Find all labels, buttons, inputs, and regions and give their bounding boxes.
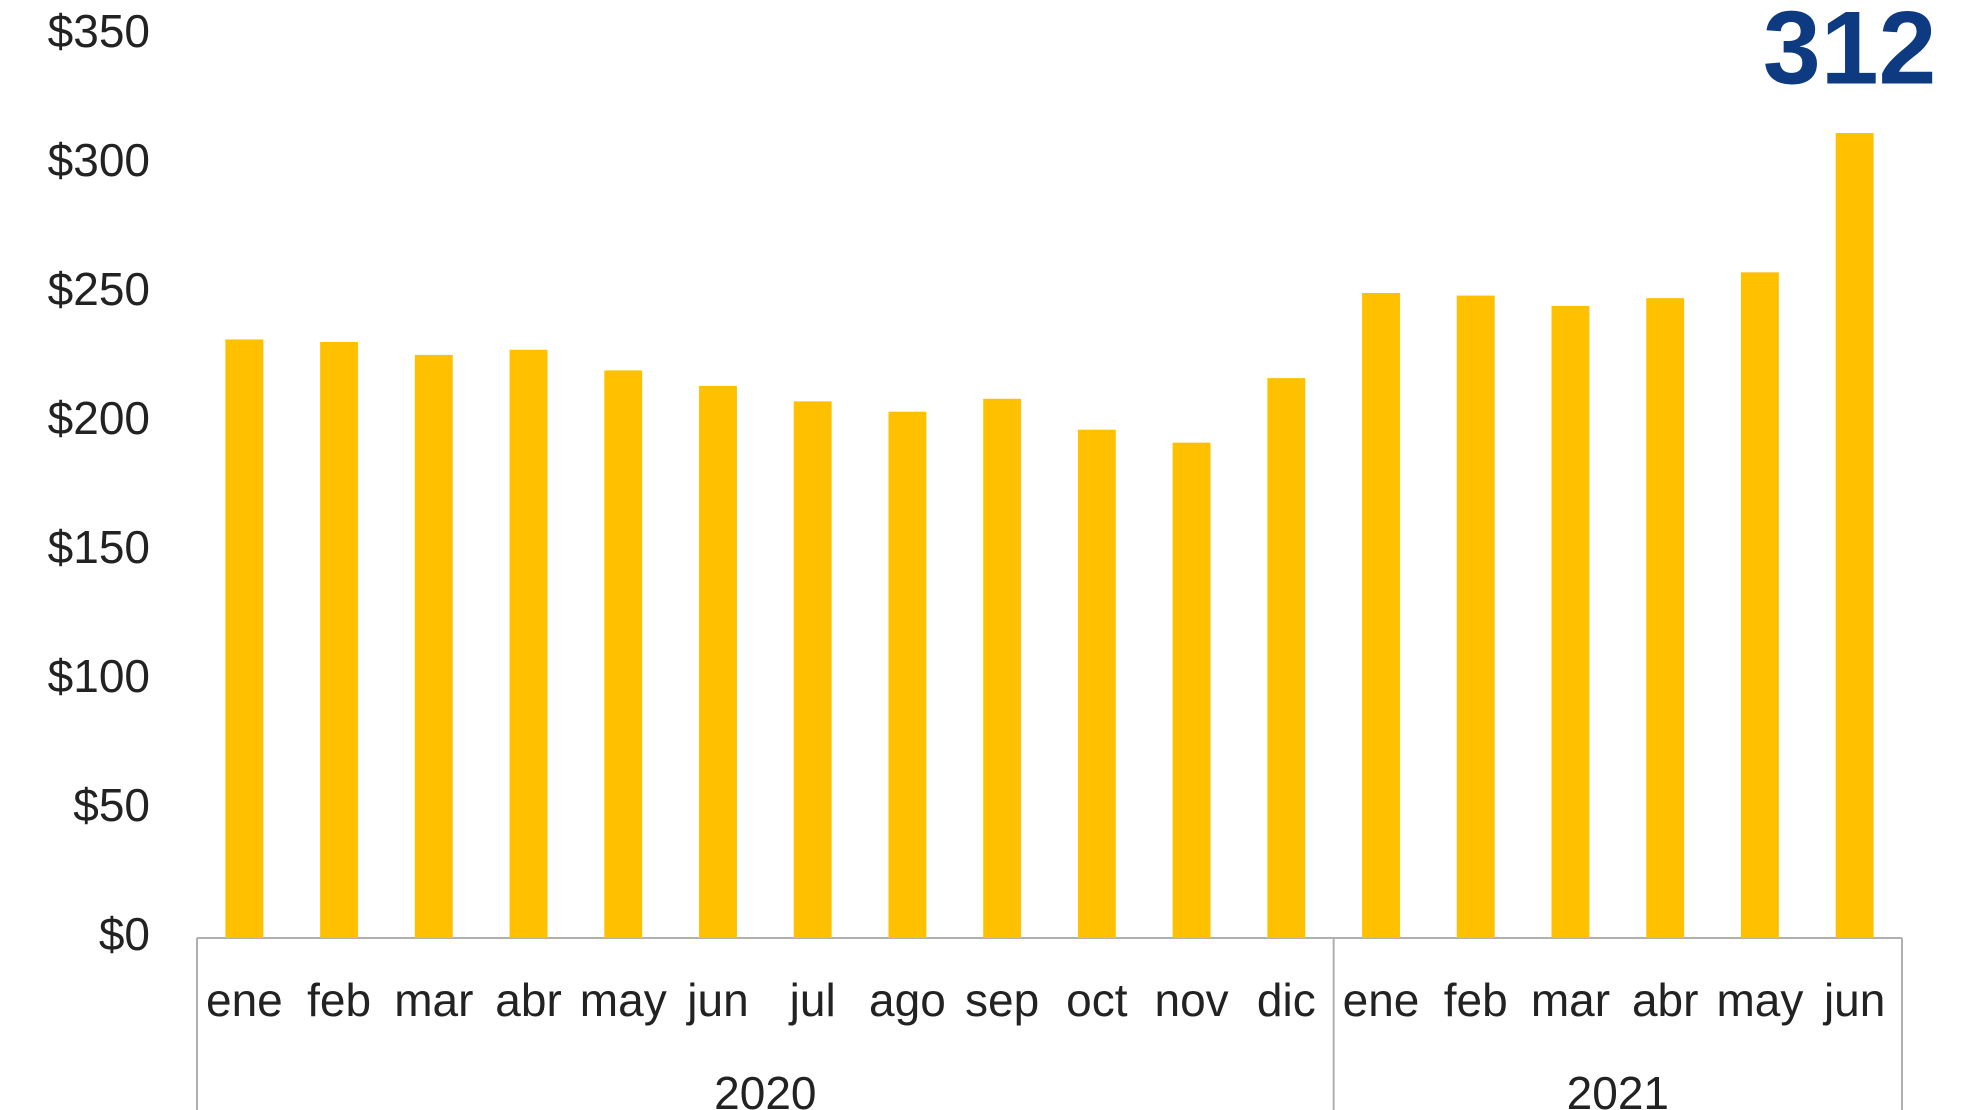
bar [1551,305,1590,938]
bar [1456,295,1495,939]
bar [1172,442,1211,938]
bar [1077,429,1116,938]
group-label: 2020 [714,1067,816,1110]
x-tick-label: oct [1066,974,1128,1026]
bar [983,398,1022,938]
x-tick-label: jun [1822,974,1885,1026]
bar [1740,272,1779,938]
bar [509,349,548,938]
x-tick-label: ene [1343,974,1420,1026]
x-tick-label: jul [788,974,836,1026]
x-tick-label: ago [869,974,946,1026]
group-label: 2021 [1567,1067,1669,1110]
y-tick-label: $200 [48,392,150,444]
y-tick-label: $150 [48,521,150,573]
x-tick-label: feb [307,974,371,1026]
x-tick-label: abr [1632,974,1698,1026]
data-label: 312 [1763,0,1937,106]
bar [604,370,643,938]
bar [225,339,264,938]
bar [1835,133,1874,939]
x-tick-label: feb [1444,974,1508,1026]
bar [320,342,359,938]
x-tick-label: ene [206,974,283,1026]
y-tick-label: $50 [73,779,150,831]
x-tick-label: jun [685,974,748,1026]
bar [888,411,927,938]
bar [1362,293,1400,938]
x-tick-label: may [1716,974,1803,1026]
x-tick-label: sep [965,974,1039,1026]
bar [793,401,832,938]
y-tick-label: $350 [48,5,150,57]
x-tick-label: dic [1257,974,1316,1026]
y-tick-label: $300 [48,134,150,186]
y-tick-label: $100 [48,650,150,702]
bar [699,385,737,938]
y-tick-label: $250 [48,263,150,315]
bar [1646,298,1685,938]
x-tick-label: abr [495,974,561,1026]
bar [1267,378,1306,938]
y-tick-label: $0 [99,908,150,960]
x-tick-label: nov [1154,974,1228,1026]
x-tick-label: mar [394,974,473,1026]
bar [414,354,453,938]
x-tick-label: may [580,974,667,1026]
x-tick-label: mar [1531,974,1610,1026]
